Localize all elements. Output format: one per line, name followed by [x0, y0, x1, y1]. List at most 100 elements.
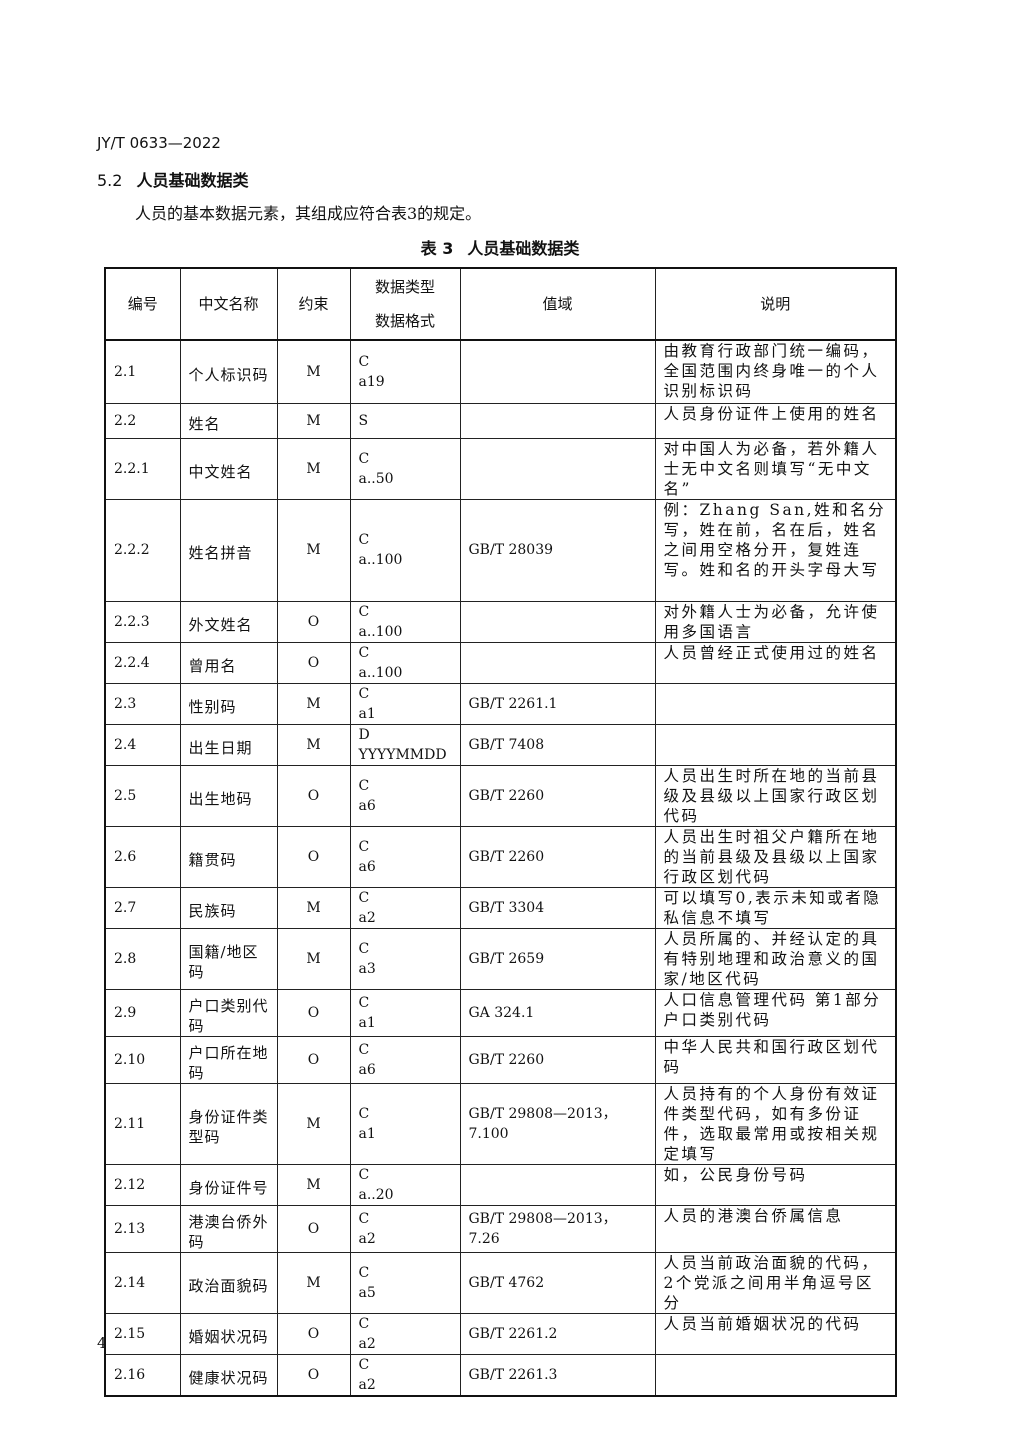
cell-type: C: [358, 1166, 370, 1183]
cell-constraint: O: [276, 1204, 351, 1253]
cell-constraint: O: [276, 600, 351, 643]
cell-format: a6: [358, 797, 376, 814]
cell-name: 出生地码: [179, 764, 278, 827]
cell-constraint: M: [276, 402, 351, 439]
cell-format: a2: [358, 1376, 376, 1393]
section-heading: 5.2 人员基础数据类: [97, 167, 248, 191]
cell-format: a..20: [358, 1186, 394, 1203]
cell-format: a1: [358, 1014, 376, 1031]
col-header-format: 数据格式: [374, 312, 435, 330]
cell-id: 2.10: [104, 1035, 181, 1084]
cell-domain: GB/T 3304: [459, 886, 656, 929]
cell-domain: GB/T 2260: [459, 825, 656, 888]
cell-domain: [459, 600, 656, 643]
cell-domain: [459, 437, 656, 500]
cell-format: a2: [358, 1230, 376, 1247]
cell-domain: GB/T 2261.1: [459, 682, 656, 725]
table-row: 2.4 出生日期 M D YYYYMMDD GB/T 7408: [104, 723, 897, 766]
cell-constraint: M: [276, 682, 351, 725]
cell-id: 2.16: [104, 1353, 181, 1397]
cell-description: 人员当前政治面貌的代码，2个党派之间用半角逗号区分: [654, 1251, 897, 1314]
cell-domain: GB/T 29808—2013，7.26: [459, 1204, 656, 1253]
table-title: 人员基础数据类: [467, 239, 580, 258]
cell-constraint: O: [276, 764, 351, 827]
cell-domain: GB/T 2659: [459, 927, 656, 990]
cell-constraint: M: [276, 723, 351, 766]
cell-description: 人员当前婚姻状况的代码: [654, 1312, 897, 1355]
cell-name: 个人标识码: [179, 339, 278, 404]
cell-description: 中华人民共和国行政区划代码: [654, 1035, 897, 1084]
cell-format: a6: [358, 1061, 376, 1078]
cell-description: 可以填写0,表示未知或者隐私信息不填写: [654, 886, 897, 929]
cell-format: a..100: [358, 552, 403, 568]
cell-format: a..100: [358, 623, 403, 640]
table-number: 表 3: [420, 239, 454, 258]
cell-type: C: [358, 353, 370, 370]
cell-name: 曾用名: [179, 641, 278, 684]
cell-type: C: [358, 532, 370, 548]
cell-type-format: S: [349, 402, 461, 439]
cell-description: 人口信息管理代码 第1部分 户口类别代码: [654, 988, 897, 1037]
cell-type: C: [358, 889, 370, 906]
cell-description: 人员出生时所在地的当前县级及县级以上国家行政区划代码: [654, 764, 897, 827]
cell-type: C: [358, 1210, 370, 1227]
cell-domain: GB/T 4762: [459, 1251, 656, 1314]
col-header-type: 数据类型: [374, 278, 435, 296]
cell-description: 对中国人为必备，若外籍人士无中文名则填写“无中文名”: [654, 437, 897, 500]
cell-name: 婚姻状况码: [179, 1312, 278, 1355]
cell-id: 2.13: [104, 1204, 181, 1253]
cell-id: 2.2: [104, 402, 181, 439]
cell-description: [654, 1353, 897, 1397]
cell-format: a..100: [358, 664, 403, 681]
cell-domain: GB/T 2261.3: [459, 1353, 656, 1397]
cell-domain: [459, 339, 656, 404]
cell-id: 2.9: [104, 988, 181, 1037]
cell-description: 人员曾经正式使用过的姓名: [654, 641, 897, 684]
cell-constraint: M: [276, 1163, 351, 1206]
section-number: 5.2: [97, 171, 123, 190]
cell-name: 外文姓名: [179, 600, 278, 643]
cell-description: [654, 723, 897, 766]
cell-domain: GB/T 29808—2013，7.100: [459, 1082, 656, 1165]
cell-id: 2.4: [104, 723, 181, 766]
cell-id: 2.2.4: [104, 641, 181, 684]
cell-format: a19: [358, 373, 385, 390]
cell-name: 户口所在地码: [179, 1035, 278, 1084]
cell-type-format: D YYYYMMDD: [349, 723, 461, 766]
cell-type: S: [358, 412, 369, 429]
cell-type: C: [358, 1041, 370, 1058]
cell-domain: GB/T 2260: [459, 764, 656, 827]
cell-constraint: O: [276, 1353, 351, 1397]
cell-name: 国籍/地区码: [179, 927, 278, 990]
cell-id: 2.11: [104, 1082, 181, 1165]
cell-type: C: [358, 1315, 370, 1332]
cell-id: 2.2.3: [104, 600, 181, 643]
cell-name: 民族码: [179, 886, 278, 929]
table-header-row: 编号 中文名称 约束 数据类型 数据格式 值域 说明: [104, 267, 897, 341]
cell-description: 由教育行政部门统一编码，全国范围内终身唯一的个人识别标识码: [654, 339, 897, 404]
cell-type: C: [358, 450, 370, 467]
cell-name: 姓名: [179, 402, 278, 439]
cell-type: C: [358, 644, 370, 661]
cell-name: 籍贯码: [179, 825, 278, 888]
cell-domain: [459, 1163, 656, 1206]
cell-type: C: [358, 603, 370, 620]
cell-name: 身份证件类型码: [179, 1082, 278, 1165]
cell-name: 港澳台侨外码: [179, 1204, 278, 1253]
cell-format: a5: [358, 1284, 376, 1301]
cell-name: 姓名拼音: [179, 498, 278, 602]
